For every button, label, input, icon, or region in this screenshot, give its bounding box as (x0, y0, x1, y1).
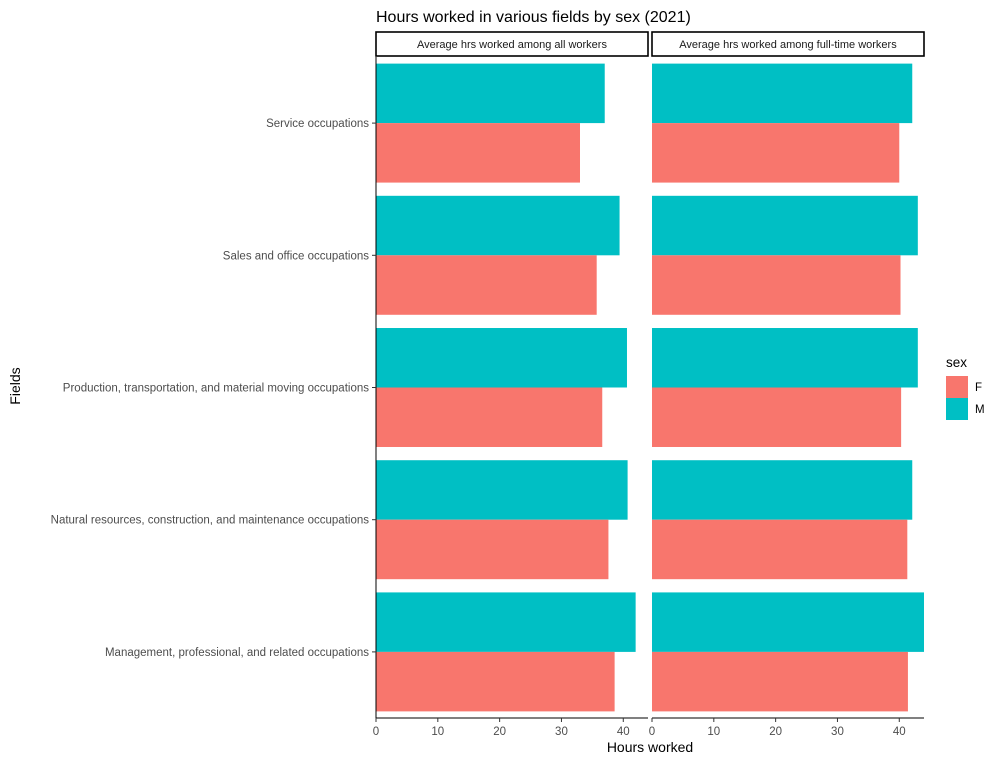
bar-p1-m-5 (376, 592, 636, 652)
x-tick-label-p2-2: 20 (769, 726, 782, 738)
bar-p1-m-2 (376, 195, 620, 256)
facet-strip-label-2: Average hrs worked among full-time worke… (679, 39, 897, 51)
y-category-label-5: Management, professional, and related oc… (105, 647, 369, 659)
x-tick-label-p1-0: 0 (373, 726, 379, 738)
facet-strip-1 (375, 31, 649, 57)
x-tick-label-p2-4: 40 (893, 726, 906, 738)
plot-layer: Average hrs worked among all workers 0 10 2… (51, 31, 985, 738)
x-tick-label-p1-3: 30 (555, 726, 568, 738)
bar-p1-f-1 (376, 123, 580, 183)
x-tick-label-p1-4: 40 (617, 726, 630, 738)
bar-p2-f-1 (652, 123, 900, 183)
bar-p2-f-5 (652, 651, 908, 712)
y-category-label-3: Production, transportation, and material… (63, 383, 369, 395)
bar-p2-f-3 (652, 387, 902, 447)
bar-p1-f-3 (376, 387, 603, 447)
bar-p1-m-1 (376, 63, 605, 124)
x-axis-title: Hours worked (607, 739, 693, 755)
bar-p2-m-4 (652, 460, 913, 520)
x-tick-label-p2-1: 10 (707, 726, 720, 738)
bar-p1-f-4 (376, 519, 609, 580)
bar-p2-m-1 (652, 63, 913, 124)
legend-key-f (946, 376, 968, 398)
chart-title: Hours worked in various fields by sex (2… (376, 9, 691, 26)
legend-label-m: M (975, 404, 985, 416)
legend-label-f: F (975, 382, 982, 394)
x-tick-label-p1-1: 10 (431, 726, 444, 738)
legend-title: sex (946, 355, 967, 370)
x-tick-label-p1-2: 20 (493, 726, 506, 738)
bar-p1-f-2 (376, 255, 597, 315)
y-axis-title: Fields (7, 367, 23, 404)
facet-strip-label-1: Average hrs worked among all workers (417, 39, 607, 51)
facet-strip-2 (651, 31, 925, 57)
x-tick-label-p2-0: 0 (649, 726, 655, 738)
legend-key-m (946, 398, 968, 420)
bar-p2-f-2 (652, 255, 901, 315)
x-tick-label-p2-3: 30 (831, 726, 844, 738)
bar-p2-m-5 (652, 592, 924, 652)
y-category-label-2: Sales and office occupations (223, 250, 369, 262)
y-category-label-4: Natural resources, construction, and mai… (51, 515, 370, 527)
bar-p2-f-4 (652, 519, 908, 580)
bar-p2-m-2 (652, 195, 918, 256)
bar-p2-m-3 (652, 328, 918, 388)
bar-p1-m-4 (376, 460, 628, 520)
bar-p1-m-3 (376, 328, 627, 388)
bar-p1-f-5 (376, 651, 615, 712)
y-category-label-1: Service occupations (266, 118, 369, 130)
